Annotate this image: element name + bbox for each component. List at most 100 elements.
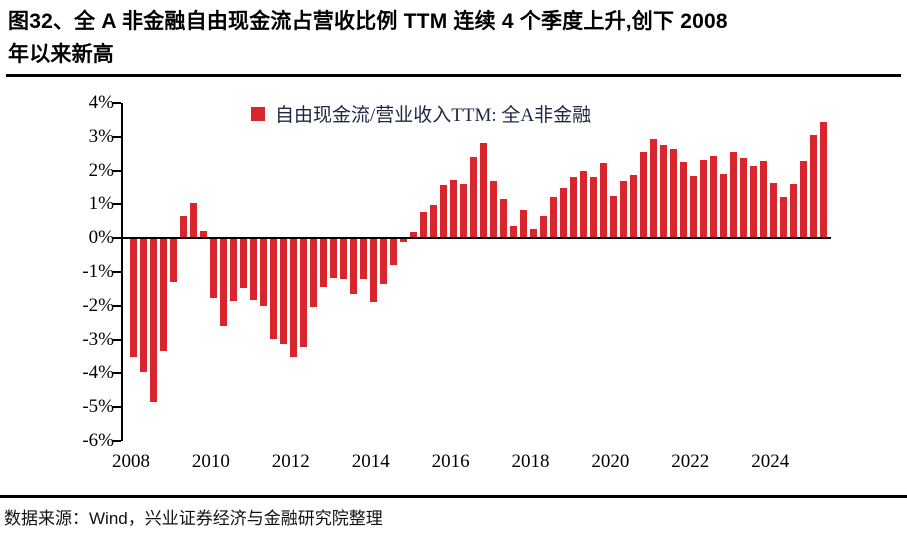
bar-2014Q3 (389, 239, 397, 265)
bar-2024Q4 (799, 161, 807, 239)
bar-2014Q1 (369, 239, 377, 302)
x-tick-label-2016: 2016 (431, 451, 470, 472)
legend-swatch-icon (251, 106, 265, 121)
bar-2020Q4 (639, 152, 647, 239)
bar-2011Q2 (259, 239, 267, 306)
bar-2008Q3 (149, 239, 157, 402)
x-tick-label-2014: 2014 (351, 451, 390, 472)
bar-2020Q3 (629, 174, 637, 239)
bar-2025Q1 (809, 135, 817, 239)
bar-2017Q2 (499, 198, 507, 239)
y-tick-mark (112, 271, 121, 273)
bar-2009Q2 (179, 216, 187, 239)
bar-2012Q4 (319, 239, 327, 287)
x-tick-label-2022: 2022 (671, 451, 710, 472)
legend-label: 自由现金流/营业收入TTM: 全A非金融 (275, 105, 592, 126)
bar-2019Q2 (579, 170, 587, 239)
bar-2024Q2 (779, 197, 787, 239)
y-tick-label-4%: 4% (88, 92, 114, 113)
x-tick-label-2024: 2024 (751, 451, 790, 472)
figure-title: 图32、全 A 非金融自由现金流占营收比例 TTM 连续 4 个季度上升,创下 … (8, 5, 902, 71)
bar-2009Q4 (199, 231, 207, 239)
bar-2018Q2 (539, 215, 547, 239)
y-tick-label--2%: -2% (82, 294, 114, 316)
bar-2008Q4 (159, 239, 167, 351)
figure-title-line1: 图32、全 A 非金融自由现金流占营收比例 TTM 连续 4 个季度上升,创下 … (8, 10, 728, 33)
title-divider (6, 74, 901, 77)
bar-2024Q1 (769, 183, 777, 239)
bar-2013Q4 (359, 239, 367, 280)
bar-2016Q1 (449, 179, 457, 239)
bar-2022Q3 (709, 155, 717, 239)
figure-title-line2: 年以来新高 (8, 43, 114, 66)
bar-2012Q1 (289, 239, 297, 358)
bar-2017Q3 (509, 225, 517, 239)
bar-2010Q4 (239, 239, 247, 288)
bar-2021Q3 (669, 149, 677, 239)
y-tick-label--1%: -1% (82, 261, 114, 282)
bar-2017Q1 (489, 180, 497, 239)
bar-2008Q1 (129, 239, 137, 358)
bar-2011Q3 (269, 239, 277, 339)
bar-2018Q1 (529, 228, 537, 239)
y-tick-mark (112, 203, 121, 206)
bar-2013Q1 (329, 239, 337, 279)
y-tick-label-1%: 1% (88, 193, 114, 215)
x-tick-label-2010: 2010 (191, 451, 230, 472)
x-tick-label-2008: 2008 (112, 451, 150, 472)
bar-2014Q4 (399, 239, 407, 242)
bar-2014Q2 (379, 239, 387, 285)
bar-2023Q4 (759, 160, 767, 239)
bar-2020Q2 (619, 180, 627, 239)
bar-2023Q1 (729, 152, 737, 239)
bar-2025Q2 (819, 122, 827, 239)
bar-2019Q1 (569, 177, 577, 239)
bar-2012Q3 (309, 239, 317, 308)
bar-2008Q2 (139, 239, 147, 373)
bar-2015Q4 (439, 184, 447, 239)
x-tick-label-2018: 2018 (511, 451, 550, 472)
bar-2011Q1 (249, 239, 257, 301)
bar-2010Q3 (229, 239, 237, 302)
y-tick-label--5%: -5% (82, 396, 114, 418)
bar-2013Q3 (349, 239, 357, 295)
bar-2016Q3 (469, 156, 477, 239)
bar-2023Q2 (739, 157, 747, 239)
plot-area (121, 103, 831, 441)
y-tick-mark (112, 304, 121, 307)
y-tick-mark (112, 169, 121, 172)
bar-2018Q3 (549, 196, 557, 239)
y-tick-label--4%: -4% (82, 362, 114, 384)
bar-2021Q2 (659, 144, 667, 239)
bar-2017Q4 (519, 210, 527, 239)
y-tick-mark (112, 135, 121, 138)
y-tick-mark (112, 406, 121, 409)
bar-2015Q3 (429, 205, 437, 239)
bar-2018Q4 (559, 187, 567, 239)
bar-2021Q1 (649, 138, 657, 239)
bar-2012Q2 (299, 239, 307, 347)
y-tick-label-3%: 3% (88, 125, 114, 147)
bar-2024Q3 (789, 184, 797, 239)
bar-2022Q2 (699, 160, 707, 239)
bar-2016Q4 (479, 142, 487, 239)
y-tick-label-0%: 0% (88, 227, 114, 249)
bar-2022Q1 (689, 176, 697, 239)
data-source: 数据来源：Wind，兴业证券经济与金融研究院整理 (4, 509, 383, 528)
zero-axis-line (123, 237, 831, 240)
y-tick-label-2%: 2% (88, 159, 114, 181)
y-tick-label--3%: -3% (82, 328, 114, 350)
bar-2023Q3 (749, 165, 757, 239)
bar-2009Q1 (169, 239, 177, 282)
x-tick-label-2020: 2020 (591, 451, 630, 472)
bar-2016Q2 (459, 184, 467, 239)
bar-2009Q3 (189, 203, 197, 239)
bar-2019Q3 (589, 177, 597, 239)
bar-2010Q2 (219, 239, 227, 327)
bar-2011Q4 (279, 239, 287, 344)
source-divider (0, 495, 907, 498)
x-tick-label-2012: 2012 (271, 451, 310, 472)
chart-legend: 自由现金流/营业收入TTM: 全A非金融 (251, 100, 591, 127)
bar-2015Q2 (419, 211, 427, 239)
